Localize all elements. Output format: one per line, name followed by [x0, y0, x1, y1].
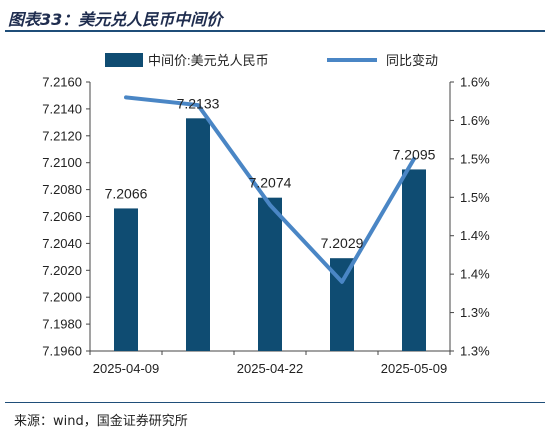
y-right-tick-label: 1.3% [460, 344, 490, 359]
chart-axes: 7.1960 7.1980 7.2000 7.2020 7.2040 7.2060 7.20… [42, 75, 490, 377]
y-left-tick-label: 7.2040 [42, 236, 82, 251]
bar-data-label: 7.2066 [105, 185, 148, 201]
legend-label-bar: 中间价:美元兑人民币 [148, 53, 269, 68]
data-labels: 7.2066 7.2133 7.2074 7.2029 7.2095 [105, 95, 436, 251]
title-rule [5, 30, 545, 32]
bar-data-label: 7.2074 [249, 175, 292, 191]
y-right-tick-label: 1.4% [460, 228, 490, 243]
bottom-rule [5, 402, 545, 403]
y-left-tick-label: 7.2060 [42, 209, 82, 224]
bar [258, 197, 282, 351]
source-note: 来源：wind，国金证券研究所 [14, 414, 188, 429]
line-series [124, 95, 416, 284]
y-right-tick-label: 1.4% [460, 267, 490, 282]
bar [114, 208, 138, 351]
y-right-tick-label: 1.6% [460, 75, 490, 90]
bar-data-label: 7.2029 [321, 235, 364, 251]
y-left-tick-label: 7.2160 [42, 75, 82, 90]
y-left-tick-label: 7.2100 [42, 155, 82, 170]
y-left-tick-label: 7.2020 [42, 263, 82, 278]
y-left-tick-label: 7.1960 [42, 344, 82, 359]
y-left-tick-label: 7.1980 [42, 317, 82, 332]
y-right-tick-label: 1.3% [460, 305, 490, 320]
y-right-tick-label: 1.6% [460, 113, 490, 128]
y-right-tick-label: 1.5% [460, 190, 490, 205]
x-tick-label: 2025-04-09 [93, 361, 160, 376]
x-tick-label: 2025-05-09 [381, 361, 448, 376]
legend-swatch-bar [105, 53, 143, 67]
bar-series [114, 118, 426, 351]
bar [186, 118, 210, 351]
legend-label-line: 同比变动 [386, 53, 438, 68]
y-left-tick-label: 7.2140 [42, 101, 82, 116]
y-left-tick-label: 7.2080 [42, 182, 82, 197]
y-right-tick-label: 1.5% [460, 151, 490, 166]
x-tick-label: 2025-04-22 [237, 361, 304, 376]
legend: 中间价:美元兑人民币 同比变动 [105, 53, 438, 68]
bar-data-label: 7.2095 [393, 146, 436, 162]
figure-title: 图表33：美元兑人民币中间价 [8, 10, 223, 29]
bar [402, 169, 426, 351]
y-left-tick-label: 7.2000 [42, 290, 82, 305]
y-left-tick-label: 7.2120 [42, 128, 82, 143]
bar-data-label: 7.2133 [177, 95, 220, 111]
